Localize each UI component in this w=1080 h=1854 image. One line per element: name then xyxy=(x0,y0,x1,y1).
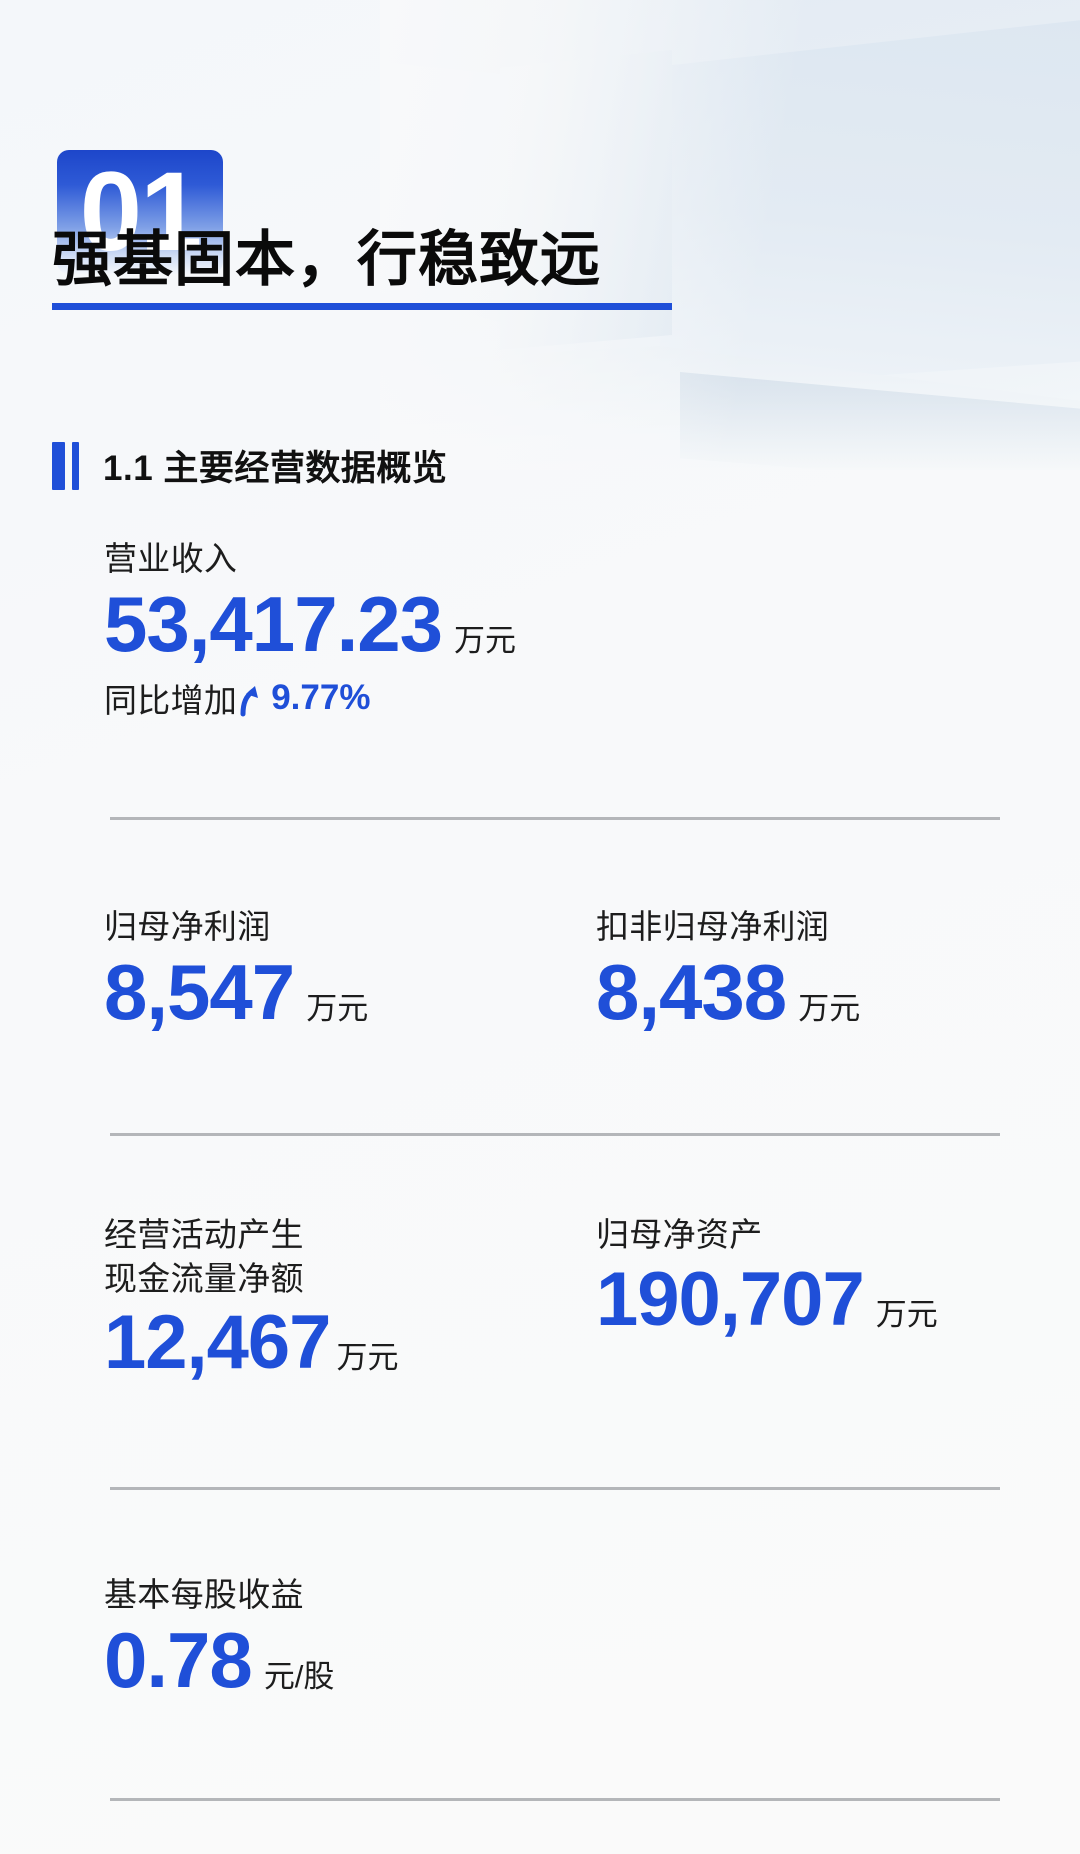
metric-value: 53,417.23 xyxy=(104,579,443,668)
metric-unit: 万元 xyxy=(798,990,861,1026)
metric-card-basic-eps: 基本每股收益 0.78 元/股 xyxy=(104,1573,334,1700)
section-divider xyxy=(110,1798,1000,1801)
page-title: 强基固本，行稳致远 xyxy=(52,226,601,293)
metric-card-net-profit: 归母净利润 8,547 万元 xyxy=(104,905,368,1032)
section-divider xyxy=(110,1487,1000,1490)
metric-label: 基本每股收益 xyxy=(104,1576,304,1613)
section-header-label: 1.1 主要经营数据概览 xyxy=(103,449,448,488)
metric-value-row: 8,547 万元 xyxy=(104,947,369,1036)
metric-yoy-value: 9.77% xyxy=(271,678,371,718)
metric-value-row: 8,438 万元 xyxy=(596,947,861,1036)
metric-value: 8,547 xyxy=(104,947,295,1036)
metric-unit: 万元 xyxy=(336,1340,399,1376)
section-accent-bar-thin xyxy=(72,441,79,490)
metric-value: 0.78 xyxy=(104,1615,253,1704)
background-geometric-scene xyxy=(380,0,1080,470)
section-divider xyxy=(110,1133,1000,1136)
section-header: 1.1 主要经营数据概览 xyxy=(52,440,447,491)
metric-label: 营业收入 xyxy=(104,540,238,577)
metric-label: 归母净利润 xyxy=(104,908,271,945)
section-divider xyxy=(110,817,1000,820)
background-fade-overlay xyxy=(380,0,1080,470)
metric-card-revenue: 营业收入 53,417.23 万元 同比增加 9.77% xyxy=(104,537,516,722)
metric-unit: 万元 xyxy=(306,990,369,1026)
section-number-text: 01 xyxy=(79,150,203,274)
metric-label: 归母净资产 xyxy=(596,1216,763,1253)
arrow-up-icon xyxy=(237,683,265,717)
metric-value-row: 190,707 万元 xyxy=(596,1261,938,1339)
metric-unit: 元/股 xyxy=(263,1658,335,1694)
metric-unit: 万元 xyxy=(454,622,517,658)
metric-value: 12,467 xyxy=(104,1300,331,1386)
metric-value: 8,438 xyxy=(596,947,787,1036)
metric-value-row: 12,467 万元 xyxy=(104,1304,398,1382)
metric-card-operating-cash-flow: 经营活动产生 现金流量净额 12,467 万元 xyxy=(104,1213,398,1382)
metric-card-net-assets: 归母净资产 190,707 万元 xyxy=(596,1213,938,1338)
section-number-badge: 01 xyxy=(57,150,223,274)
metric-yoy-label: 同比增加 xyxy=(104,682,238,720)
metric-unit: 万元 xyxy=(875,1296,938,1332)
page-title-underline xyxy=(52,303,672,310)
metric-label: 扣非归母净利润 xyxy=(596,908,830,945)
metric-value-row: 53,417.23 万元 xyxy=(104,579,517,668)
metric-label: 经营活动产生 现金流量净额 xyxy=(104,1216,304,1297)
metric-yoy-row: 同比增加 9.77% xyxy=(104,674,516,722)
section-accent-bar-thick xyxy=(52,441,65,490)
metric-card-net-profit-deducted: 扣非归母净利润 8,438 万元 xyxy=(596,905,860,1032)
metric-value-row: 0.78 元/股 xyxy=(104,1615,335,1704)
metric-value: 190,707 xyxy=(596,1256,865,1342)
